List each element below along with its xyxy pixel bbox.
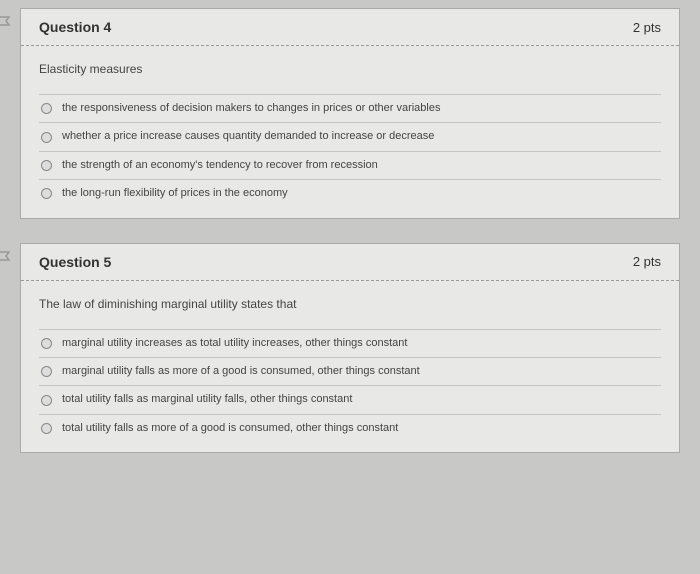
radio-icon[interactable] (41, 395, 52, 406)
flag-icon[interactable] (0, 15, 13, 35)
option-row[interactable]: total utility falls as more of a good is… (39, 414, 661, 442)
flag-icon[interactable] (0, 250, 13, 270)
question-points: 2 pts (633, 20, 661, 35)
question-header: Question 5 2 pts (21, 244, 679, 281)
option-row[interactable]: whether a price increase causes quantity… (39, 122, 661, 150)
option-label: the strength of an economy's tendency to… (62, 158, 378, 173)
option-row[interactable]: the responsiveness of decision makers to… (39, 94, 661, 122)
radio-icon[interactable] (41, 338, 52, 349)
question-prompt: The law of diminishing marginal utility … (39, 297, 661, 311)
option-row[interactable]: marginal utility increases as total util… (39, 329, 661, 357)
option-row[interactable]: total utility falls as marginal utility … (39, 385, 661, 413)
question-number: Question 4 (39, 19, 111, 35)
option-label: whether a price increase causes quantity… (62, 129, 434, 144)
option-label: the responsiveness of decision makers to… (62, 101, 440, 116)
question-number: Question 5 (39, 254, 111, 270)
question-card-4: Question 4 2 pts Elasticity measures the… (20, 8, 680, 219)
option-row[interactable]: the long-run flexibility of prices in th… (39, 179, 661, 207)
radio-icon[interactable] (41, 103, 52, 114)
radio-icon[interactable] (41, 423, 52, 434)
option-label: total utility falls as marginal utility … (62, 392, 352, 407)
question-body: The law of diminishing marginal utility … (21, 281, 679, 453)
option-label: the long-run flexibility of prices in th… (62, 186, 288, 201)
radio-icon[interactable] (41, 366, 52, 377)
question-card-5: Question 5 2 pts The law of diminishing … (20, 243, 680, 454)
option-row[interactable]: marginal utility falls as more of a good… (39, 357, 661, 385)
radio-icon[interactable] (41, 160, 52, 171)
question-header: Question 4 2 pts (21, 9, 679, 46)
option-row[interactable]: the strength of an economy's tendency to… (39, 151, 661, 179)
option-label: marginal utility falls as more of a good… (62, 364, 420, 379)
radio-icon[interactable] (41, 132, 52, 143)
option-label: marginal utility increases as total util… (62, 336, 407, 351)
radio-icon[interactable] (41, 188, 52, 199)
question-body: Elasticity measures the responsiveness o… (21, 46, 679, 218)
question-prompt: Elasticity measures (39, 62, 661, 76)
question-points: 2 pts (633, 254, 661, 269)
option-label: total utility falls as more of a good is… (62, 421, 398, 436)
